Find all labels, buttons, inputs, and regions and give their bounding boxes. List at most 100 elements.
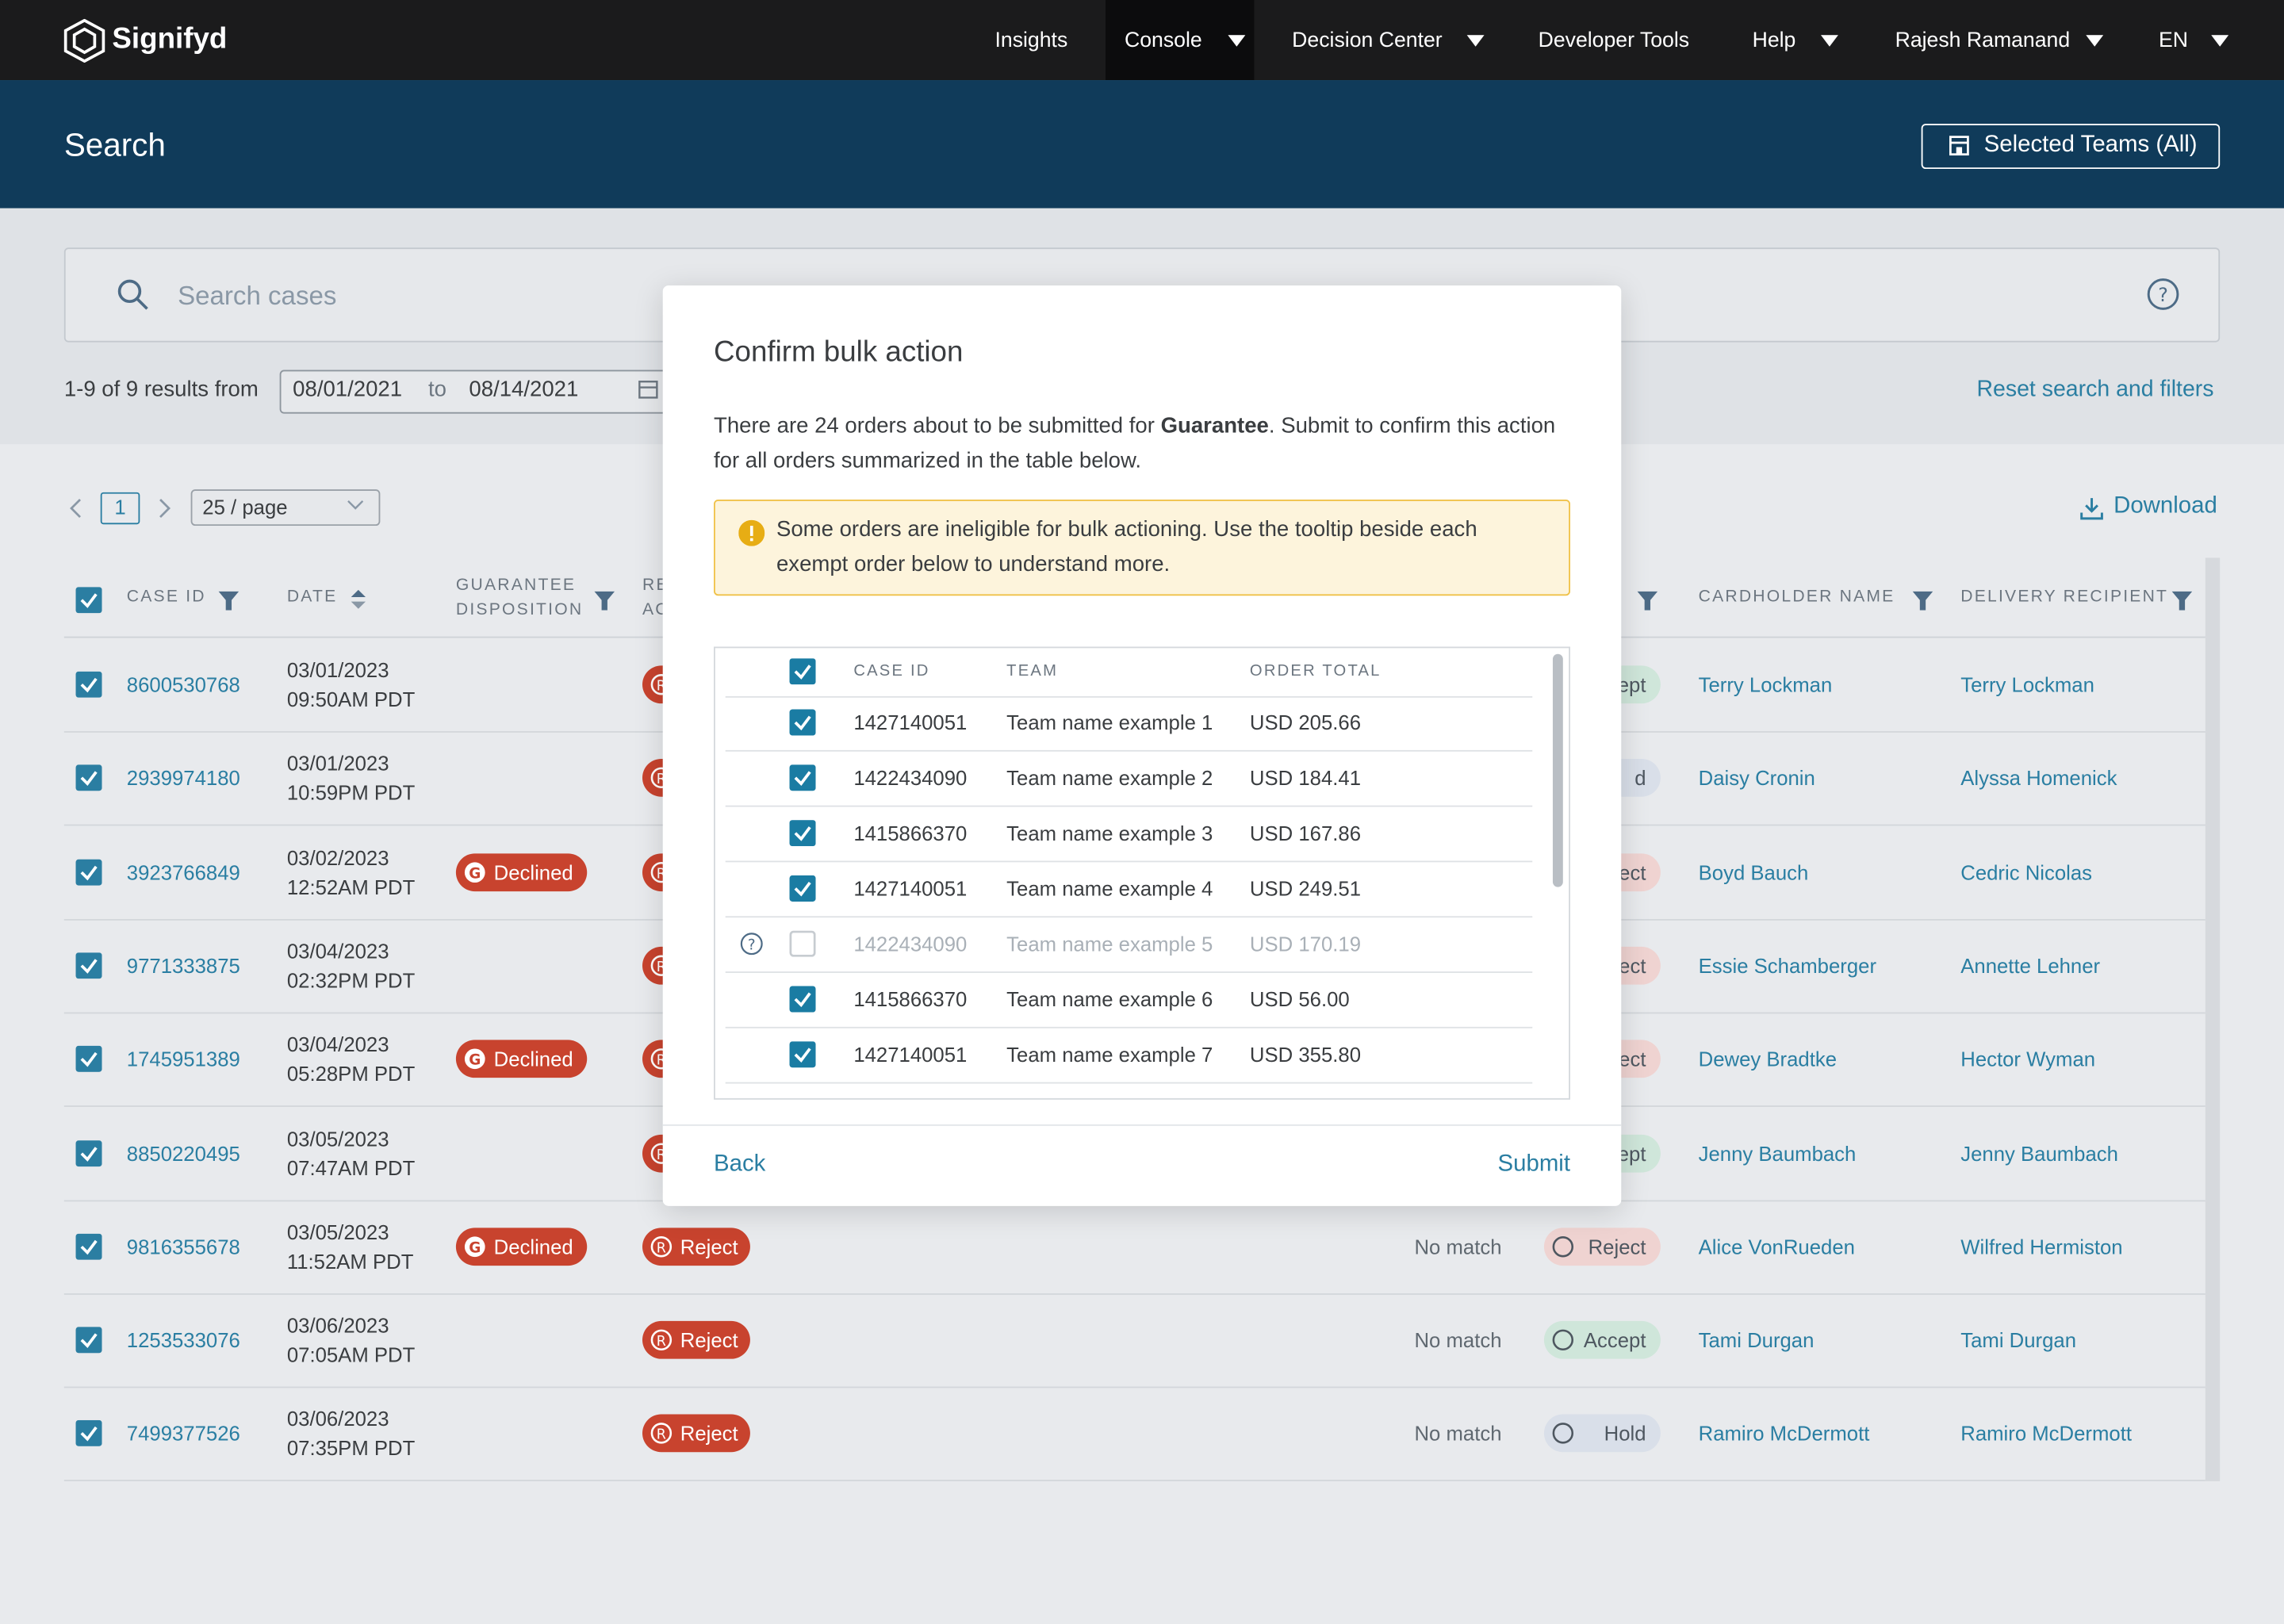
page-size[interactable]: 25 / page (202, 495, 288, 519)
search-placeholder[interactable]: Search cases (178, 281, 337, 311)
logo[interactable]: Signifyd (112, 23, 228, 56)
checkbox[interactable] (75, 671, 102, 698)
teams-button-label[interactable]: Selected Teams (All) (1983, 132, 2198, 158)
case-id-link[interactable]: 8600530768 (126, 672, 240, 696)
date-range[interactable] (279, 370, 691, 414)
teams-button[interactable] (1921, 124, 2221, 170)
case-id-link[interactable]: 1253533076 (126, 1328, 240, 1352)
nav-item[interactable]: Rajesh Ramanand (1895, 29, 2071, 53)
svg-text:?: ? (748, 937, 756, 954)
checkbox[interactable] (75, 1046, 102, 1073)
policy-text: ect (1619, 860, 1646, 884)
filter-icon[interactable] (2171, 591, 2193, 611)
order-case-id: 1427140051 (853, 1043, 968, 1067)
date-to[interactable]: 08/14/2021 (469, 377, 579, 402)
nav-item[interactable]: Help (1752, 29, 1796, 53)
time: 02:32PM PDT (286, 968, 416, 992)
badge-icon: G (464, 1048, 485, 1070)
recipient-link[interactable]: Hector Wyman (1960, 1047, 2096, 1071)
submit-button[interactable]: Submit (1497, 1151, 1571, 1178)
cardholder-link[interactable]: Daisy Cronin (1698, 766, 1815, 791)
checkbox[interactable] (75, 858, 102, 885)
logo-icon (63, 18, 105, 63)
column-header: GUARANTEE DISPOSITION (455, 576, 584, 619)
checkbox[interactable] (789, 764, 816, 791)
column-header: DATE (286, 588, 338, 607)
checkbox[interactable] (789, 658, 816, 685)
nav-item[interactable]: Decision Center (1292, 29, 1443, 53)
checkbox[interactable] (789, 986, 816, 1013)
recipient-link[interactable]: Alyssa Homenick (1960, 766, 2117, 791)
case-id-link[interactable]: 2939974180 (126, 766, 240, 791)
caret (2211, 35, 2229, 47)
download-icon[interactable] (2079, 495, 2105, 521)
checkbox[interactable] (75, 764, 102, 791)
cardholder-link[interactable]: Essie Schamberger (1698, 953, 1877, 978)
nav-item[interactable]: EN (2159, 29, 2189, 53)
page-box[interactable] (100, 492, 140, 525)
order-team: Team name example 4 (1006, 876, 1213, 901)
order-table (714, 646, 1571, 1100)
warning-text: Some orders are ineligible for bulk acti… (776, 517, 1477, 577)
page-number[interactable]: 1 (114, 495, 126, 519)
cardholder-link[interactable]: Terry Lockman (1698, 672, 1833, 696)
order-row-divider (725, 1026, 1533, 1028)
checkbox[interactable] (789, 930, 816, 957)
checkbox[interactable] (75, 1139, 102, 1166)
date-from[interactable]: 08/01/2021 (293, 377, 403, 402)
recipient-link[interactable]: Wilfred Hermiston (1960, 1235, 2123, 1258)
checkbox[interactable] (75, 952, 102, 979)
page-size-select[interactable] (190, 489, 381, 527)
recipient-link[interactable]: Tami Durgan (1960, 1328, 2077, 1352)
case-id-link[interactable]: 8850220495 (126, 1141, 240, 1165)
reset-link[interactable]: Reset search and filters (1976, 377, 2214, 402)
order-team: Team name example 5 (1006, 932, 1213, 956)
checkbox[interactable] (789, 820, 816, 847)
cardholder-link[interactable]: Boyd Bauch (1698, 860, 1809, 884)
pager-arrows[interactable] (64, 495, 181, 521)
policy-text: ept (1617, 1141, 1646, 1165)
download-link[interactable]: Download (2113, 493, 2217, 519)
recommended-badge: R Reject (642, 1415, 750, 1453)
filter-icon[interactable] (594, 591, 615, 611)
tooltip-icon[interactable]: ? (740, 933, 763, 956)
sort-icon[interactable] (351, 589, 366, 611)
time: 07:05AM PDT (286, 1342, 416, 1367)
case-id-link[interactable]: 1745951389 (126, 1047, 240, 1071)
filter-icon[interactable] (1912, 591, 1933, 611)
nav-item[interactable]: Insights (994, 29, 1068, 53)
scroll-thumb[interactable] (1552, 653, 1563, 887)
nav-active (1106, 0, 1255, 81)
case-id-link[interactable]: 3923766849 (126, 860, 240, 884)
recipient-link[interactable]: Annette Lehner (1960, 953, 2101, 978)
badge-icon: R (650, 1235, 673, 1258)
checkbox[interactable] (789, 875, 816, 902)
case-id-link[interactable]: 9771333875 (126, 953, 240, 978)
case-id-link[interactable]: 7499377526 (126, 1422, 240, 1446)
checkbox[interactable] (75, 587, 102, 614)
cardholder-link[interactable]: Ramiro McDermott (1698, 1422, 1870, 1446)
cardholder-link[interactable]: Alice VonRueden (1698, 1235, 1855, 1258)
cardholder-link[interactable]: Dewey Bradtke (1698, 1047, 1838, 1071)
nav-item[interactable]: Developer Tools (1538, 29, 1690, 53)
cardholder-link[interactable]: Tami Durgan (1698, 1328, 1815, 1352)
svg-text:R: R (657, 1334, 666, 1350)
nav-item[interactable]: Console (1124, 29, 1202, 53)
filter-icon[interactable] (218, 591, 240, 611)
recipient-link[interactable]: Cedric Nicolas (1960, 860, 2093, 884)
cardholder-link[interactable]: Jenny Baumbach (1698, 1141, 1857, 1165)
recipient-link[interactable]: Ramiro McDermott (1960, 1422, 2133, 1446)
recipient-link[interactable]: Terry Lockman (1960, 672, 2094, 696)
recipient-link[interactable]: Jenny Baumbach (1960, 1141, 2118, 1165)
checkbox[interactable] (75, 1233, 102, 1260)
checkbox[interactable] (789, 1041, 816, 1068)
checkbox[interactable] (75, 1420, 102, 1447)
filter-icon[interactable] (1637, 591, 1658, 611)
checkbox[interactable] (789, 709, 816, 736)
case-id-link[interactable]: 9816355678 (126, 1235, 240, 1258)
svg-text:G: G (469, 865, 481, 882)
back-button[interactable]: Back (714, 1151, 766, 1178)
select-caret (347, 500, 364, 510)
checkbox[interactable] (75, 1327, 102, 1354)
help-icon[interactable]: ? (2146, 277, 2181, 312)
